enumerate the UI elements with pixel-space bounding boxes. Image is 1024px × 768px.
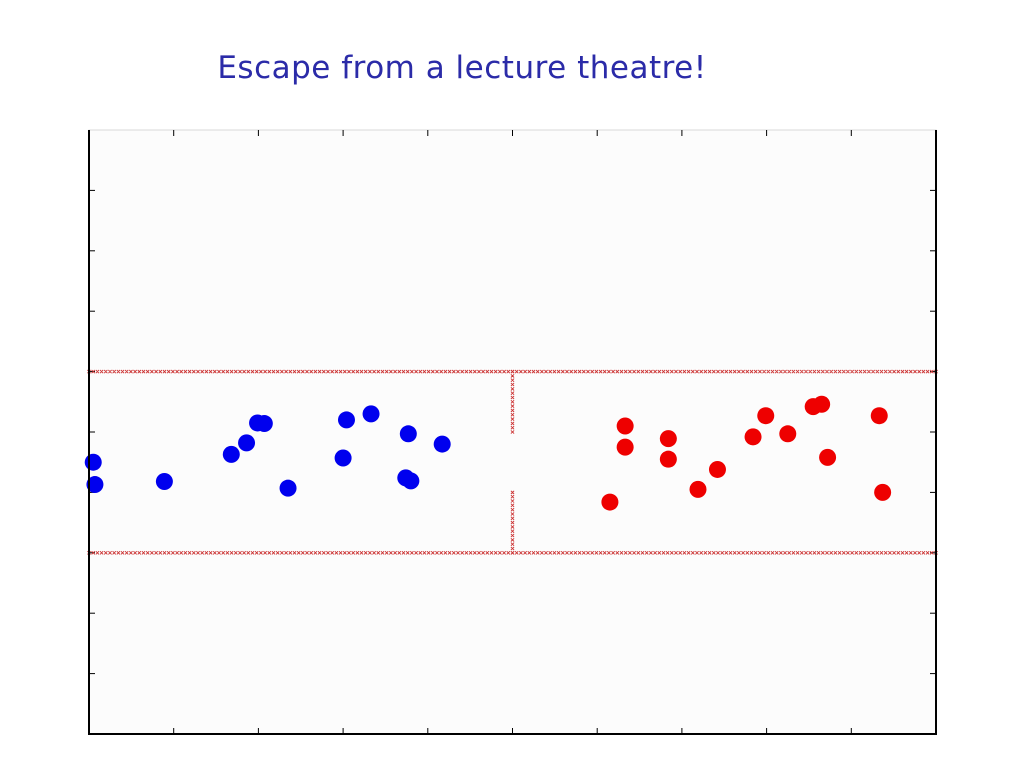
red-point xyxy=(659,430,677,448)
blue-point xyxy=(334,449,352,467)
red-point xyxy=(757,407,775,425)
red-point xyxy=(616,417,634,435)
axes-frame xyxy=(88,130,937,735)
blue-point xyxy=(86,476,104,494)
blue-point xyxy=(399,425,417,443)
blue-point xyxy=(255,415,273,433)
red-point xyxy=(819,448,837,466)
slide-title: Escape from a lecture theatre! xyxy=(217,50,707,86)
red-point xyxy=(874,483,892,501)
red-point xyxy=(870,407,888,425)
red-point xyxy=(779,425,797,443)
blue-point xyxy=(155,473,173,491)
partition-upper xyxy=(510,369,515,434)
blue-point xyxy=(238,434,256,452)
blue-point xyxy=(222,445,240,463)
red-point xyxy=(689,480,707,498)
data-points xyxy=(84,395,892,511)
red-point xyxy=(708,460,726,478)
red-point xyxy=(813,395,831,413)
blue-point xyxy=(402,472,420,490)
wall-markers xyxy=(510,369,515,434)
blue-point xyxy=(337,411,355,429)
blue-point xyxy=(84,453,102,471)
red-point xyxy=(744,428,762,446)
blue-point xyxy=(279,479,297,497)
wall-markers xyxy=(510,490,515,555)
partition-lower xyxy=(510,490,515,555)
red-series xyxy=(601,395,892,511)
blue-series xyxy=(84,405,451,497)
red-point xyxy=(616,438,634,456)
blue-point xyxy=(433,435,451,453)
red-point xyxy=(601,493,619,511)
red-point xyxy=(659,450,677,468)
blue-point xyxy=(362,405,380,423)
